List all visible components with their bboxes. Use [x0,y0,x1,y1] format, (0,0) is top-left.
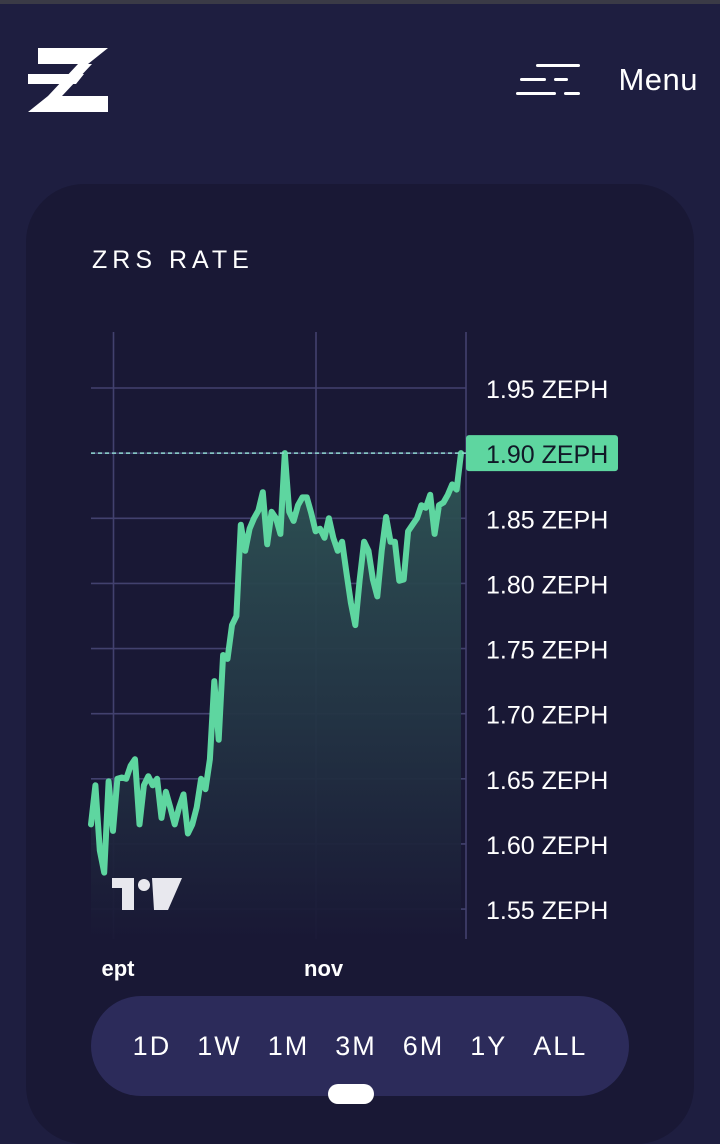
range-option-1y[interactable]: 1Y [457,1031,520,1062]
x-tick-label: ept [102,956,136,981]
range-option-1m[interactable]: 1M [255,1031,323,1062]
card-title: ZRS RATE [92,246,254,274]
range-option-1d[interactable]: 1D [120,1031,185,1062]
y-tick-label: 1.55 ZEPH [486,897,608,925]
y-tick-label: 1.60 ZEPH [486,832,608,860]
tradingview-logo-icon [112,878,182,910]
zrs-rate-card: ZRS RATE 1.55 ZEPH 1.60 ZEPH 1.65 ZEPH 1.70… [26,184,694,1144]
range-option-6m[interactable]: 6M [390,1031,458,1062]
y-tick-label: 1.70 ZEPH [486,702,608,730]
time-range-selector: 1D 1W 1M 3M 6M 1Y ALL [91,996,629,1096]
zrs-rate-chart[interactable]: 1.55 ZEPH 1.60 ZEPH 1.65 ZEPH 1.70 ZEPH 1.75… [26,184,694,1004]
x-tick-label: nov [304,956,344,981]
selected-range-indicator [328,1084,374,1104]
header: Menu [0,4,720,154]
hamburger-menu-icon [516,64,581,95]
current-value-badge [466,435,618,472]
y-tick-label: 1.65 ZEPH [486,767,608,795]
menu-label: Menu [618,62,698,97]
current-value-label: 1.90 ZEPH [486,441,608,469]
range-option-3m[interactable]: 3M [322,1031,390,1062]
range-option-all[interactable]: ALL [520,1031,600,1062]
top-border [0,0,720,4]
y-tick-label: 1.80 ZEPH [486,571,608,599]
series-line [88,450,464,876]
y-tick-label: 1.95 ZEPH [486,376,608,404]
y-tick-label: 1.75 ZEPH [486,637,608,665]
y-tick-label: 1.85 ZEPH [486,506,608,534]
range-option-1w[interactable]: 1W [184,1031,255,1062]
menu-button[interactable]: Menu [516,56,698,104]
zephyr-logo-icon[interactable] [24,44,112,116]
